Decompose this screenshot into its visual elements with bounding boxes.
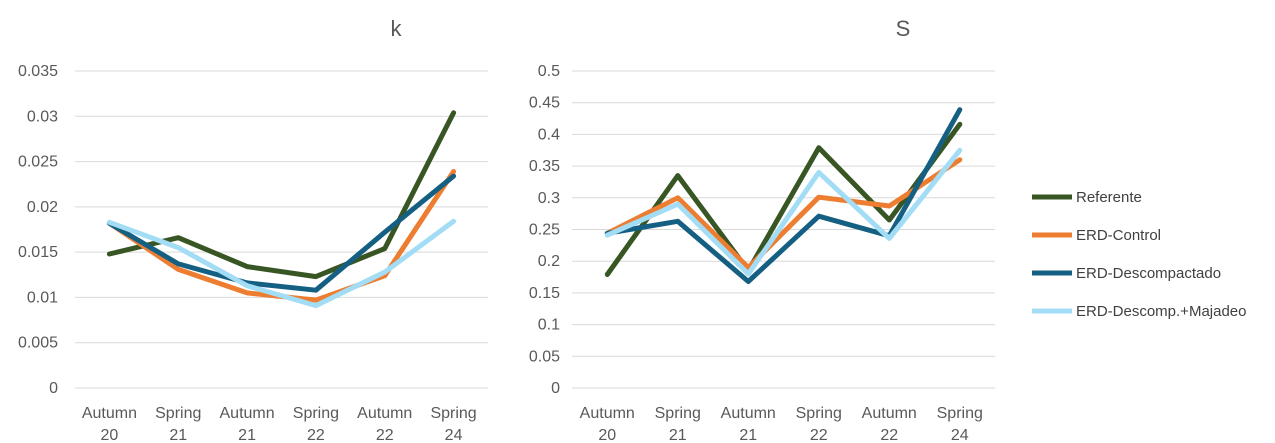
x-tick-label: Autumn 20 [580, 405, 635, 443]
y-tick-label: 0.035 [18, 63, 58, 80]
x-tick-label: Autumn 20 [82, 405, 137, 443]
y-tick-label: 0.3 [538, 190, 560, 207]
legend-label: ERD-Descomp.+Majadeo [1076, 303, 1247, 320]
series-line-erd-descomp-majadeo [106, 218, 457, 309]
y-tick-label: 0.05 [529, 348, 560, 365]
x-tick-label: Spring 21 [655, 405, 701, 443]
y-tick-label: 0.02 [27, 199, 58, 216]
y-tick-label: 0.03 [27, 108, 58, 125]
y-tick-label: 0.25 [529, 222, 560, 239]
y-tick-label: 0.01 [27, 289, 58, 306]
chart-title: k [391, 16, 403, 41]
series-line-erd-control [106, 169, 457, 303]
y-tick-label: 0.025 [18, 154, 58, 171]
y-tick-label: 0.5 [538, 63, 560, 80]
y-tick-label: 0.35 [529, 158, 560, 175]
chart-s: S 0 0.05 0.1 0.15 0.2 0.25 0.3 0.35 0.4 0.45 0.5 Aut… [529, 16, 995, 443]
y-tick-label: 0.45 [529, 95, 560, 112]
x-tick-label: Spring 22 [796, 405, 842, 443]
x-tick-label: Autumn 21 [721, 405, 776, 443]
legend-item: ERD-Control [1032, 227, 1161, 244]
legend-item: ERD-Descompactado [1032, 265, 1221, 282]
x-tick-label: Spring 21 [155, 405, 201, 443]
x-tick-label: Spring 24 [430, 405, 476, 443]
legend-label: Referente [1076, 189, 1142, 206]
y-tick-label: 0 [49, 380, 58, 397]
y-tick-label: 0.1 [538, 317, 560, 334]
y-tick-label: 0.2 [538, 253, 560, 270]
series-line-erd-control [604, 157, 963, 270]
chart-legend: Referente ERD-Control ERD-Descompactado ERD… [1032, 189, 1247, 320]
y-tick-label: 0.4 [538, 126, 560, 143]
x-tick-label: Autumn 22 [862, 405, 917, 443]
x-tick-label: Spring 22 [293, 405, 339, 443]
y-tick-label: 0.15 [529, 285, 560, 302]
series-line-referente [604, 121, 963, 277]
series-line-erd-descompactado [106, 173, 457, 293]
legend-label: ERD-Descompactado [1076, 265, 1221, 282]
legend-item: Referente [1032, 189, 1142, 206]
legend-item: ERD-Descomp.+Majadeo [1032, 303, 1247, 320]
x-tick-label: Spring 24 [937, 405, 983, 443]
legend-label: ERD-Control [1076, 227, 1161, 244]
x-tick-label: Autumn 21 [220, 405, 275, 443]
series-line-erd-descomp-majadeo [604, 147, 963, 277]
series-line-erd-descompactado [604, 107, 963, 284]
x-tick-label: Autumn 22 [357, 405, 412, 443]
y-tick-label: 0.015 [18, 244, 58, 261]
chart-k: k 0 0.005 0.01 0.015 0.02 0.025 0.03 0.035 Autumn… [18, 16, 488, 443]
chart-title: S [896, 16, 911, 41]
y-tick-label: 0.005 [18, 335, 58, 352]
y-tick-label: 0 [551, 380, 560, 397]
